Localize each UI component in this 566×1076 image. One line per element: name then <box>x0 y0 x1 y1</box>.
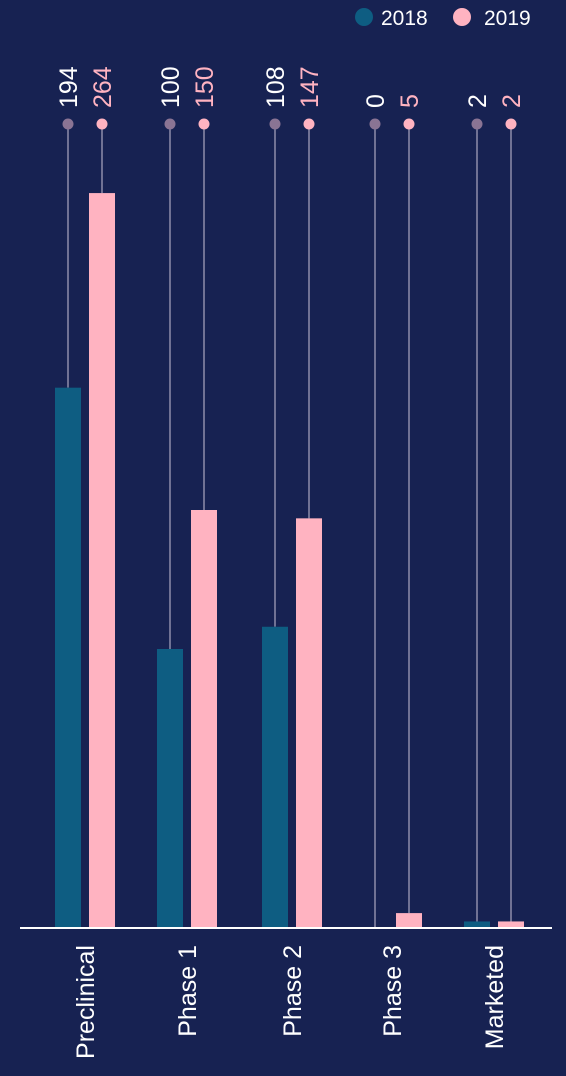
marker-preclinical-2019 <box>96 118 108 130</box>
value-label-phase-1-2019: 150 <box>191 66 219 108</box>
legend-swatch-2019 <box>453 8 471 26</box>
marker-phase-2-2018 <box>269 118 281 130</box>
value-label-marketed-2019: 2 <box>498 94 526 108</box>
category-label-phase-3: Phase 3 <box>379 945 407 1037</box>
marker-marketed-2019 <box>505 118 517 130</box>
bar-phase-3-2019 <box>396 913 422 927</box>
category-label-marketed: Marketed <box>481 945 509 1049</box>
category-labels: Preclinical Phase 1 Phase 2 Phase 3 Marketed <box>72 945 509 1059</box>
marker-phase-1-2018 <box>164 118 176 130</box>
marker-phase-1-2019 <box>198 118 210 130</box>
bar-preclinical-2019 <box>89 193 115 927</box>
legend-swatch-2018 <box>355 8 373 26</box>
marker-preclinical-2018 <box>62 118 74 130</box>
value-label-preclinical-2019: 264 <box>89 66 117 108</box>
bar-phase-1-2019 <box>191 510 217 927</box>
bar-phase-2-2019 <box>296 518 322 927</box>
legend-label-2018: 2018 <box>381 7 428 30</box>
marker-marketed-2018 <box>471 118 483 130</box>
marker-phase-2-2019 <box>303 118 315 130</box>
marker-phase-3-2018 <box>369 118 381 130</box>
category-label-phase-2: Phase 2 <box>279 945 307 1037</box>
bar-preclinical-2018 <box>55 387 81 927</box>
category-label-preclinical: Preclinical <box>72 945 100 1059</box>
value-label-phase-2-2018: 108 <box>262 66 290 108</box>
value-label-marketed-2018: 2 <box>464 94 492 108</box>
leader-lines <box>62 118 517 927</box>
bar-marketed-2019 <box>498 921 524 927</box>
category-label-phase-1: Phase 1 <box>174 945 202 1037</box>
value-labels: 194 264 100 150 108 147 0 5 2 2 <box>55 66 526 108</box>
legend-label-2019: 2019 <box>484 7 531 30</box>
value-label-phase-3-2019: 5 <box>396 94 424 108</box>
value-label-phase-1-2018: 100 <box>157 66 185 108</box>
value-label-phase-3-2018: 0 <box>362 94 390 108</box>
bars <box>55 193 524 927</box>
value-label-preclinical-2018: 194 <box>55 66 83 108</box>
bar-marketed-2018 <box>464 921 490 927</box>
bar-phase-2-2018 <box>262 626 288 927</box>
legend: 2018 2019 <box>355 7 531 30</box>
marker-phase-3-2019 <box>403 118 415 130</box>
value-label-phase-2-2019: 147 <box>296 66 324 108</box>
bar-phase-1-2018 <box>157 649 183 927</box>
